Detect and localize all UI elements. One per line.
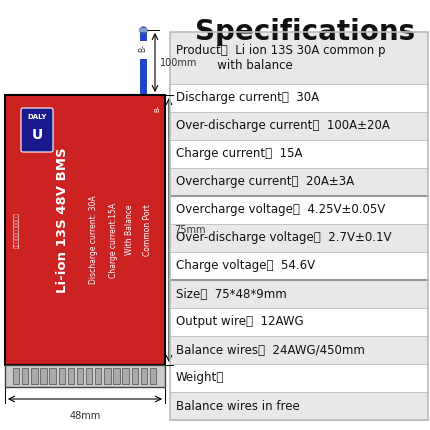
Text: With Balance: With Balance [126, 205, 135, 255]
Text: Balance wires：  24AWG/450mm: Balance wires： 24AWG/450mm [176, 344, 365, 356]
Bar [40, 368, 47, 384]
Text: Weight：: Weight： [176, 372, 224, 384]
Bar [77, 368, 83, 384]
Text: Li-ion 13S 48V BMS: Li-ion 13S 48V BMS [56, 147, 70, 293]
Bar [170, 336, 428, 364]
Bar [170, 196, 428, 224]
Bar [170, 112, 428, 140]
Bar [58, 368, 65, 384]
Text: Overcharge current：  20A±3A: Overcharge current： 20A±3A [176, 175, 354, 188]
Text: Charge current：  15A: Charge current： 15A [176, 147, 302, 160]
Bar [95, 368, 101, 384]
Bar [170, 364, 428, 392]
Text: Size：  75*48*9mm: Size： 75*48*9mm [176, 288, 287, 301]
Bar [170, 32, 428, 84]
Bar [170, 140, 428, 168]
Bar [170, 308, 428, 336]
Bar [138, 41, 148, 59]
Bar [170, 84, 428, 112]
Text: 48mm: 48mm [69, 411, 101, 421]
Bar [170, 252, 428, 280]
Bar [170, 392, 428, 420]
Text: Specifications: Specifications [195, 18, 415, 46]
Bar [170, 280, 428, 308]
Bar [141, 368, 147, 384]
Text: 100mm: 100mm [160, 58, 197, 68]
Text: Product：  Li ion 13S 30A common p
           with balance: Product： Li ion 13S 30A common p with ba… [176, 44, 386, 72]
Bar [5, 95, 165, 365]
Bar [123, 368, 129, 384]
Text: Charge voltage：  54.6V: Charge voltage： 54.6V [176, 259, 315, 273]
Text: Charge current:15A: Charge current:15A [108, 203, 117, 277]
Text: Overcharge voltage：  4.25V±0.05V: Overcharge voltage： 4.25V±0.05V [176, 203, 385, 216]
Text: 东菞市达级电子有限公司: 东菞市达级电子有限公司 [14, 212, 20, 248]
Bar [49, 368, 56, 384]
Bar [170, 32, 428, 420]
Bar [113, 368, 120, 384]
Text: B-: B- [138, 44, 147, 52]
Bar [13, 368, 19, 384]
Text: Common Port: Common Port [142, 204, 151, 256]
Bar [132, 368, 138, 384]
Bar [22, 368, 28, 384]
Bar [68, 368, 74, 384]
Text: Over-discharge voltage：  2.7V±0.1V: Over-discharge voltage： 2.7V±0.1V [176, 231, 391, 245]
Text: Balance wires in free: Balance wires in free [176, 399, 300, 412]
Text: Output wire：  12AWG: Output wire： 12AWG [176, 316, 304, 329]
Bar [86, 368, 92, 384]
Bar [170, 224, 428, 252]
Bar [104, 368, 111, 384]
Text: DALY: DALY [28, 114, 47, 120]
Text: 75mm: 75mm [174, 225, 206, 235]
Bar [5, 365, 165, 387]
Text: Discharge current：  30A: Discharge current： 30A [176, 92, 319, 104]
Text: B-: B- [154, 105, 160, 112]
Bar [150, 368, 156, 384]
FancyBboxPatch shape [21, 108, 53, 152]
Text: Over-discharge current：  100A±20A: Over-discharge current： 100A±20A [176, 120, 390, 132]
Text: U: U [31, 128, 43, 142]
Text: Discharge current: 30A: Discharge current: 30A [89, 196, 98, 284]
Bar [31, 368, 37, 384]
Bar [170, 168, 428, 196]
